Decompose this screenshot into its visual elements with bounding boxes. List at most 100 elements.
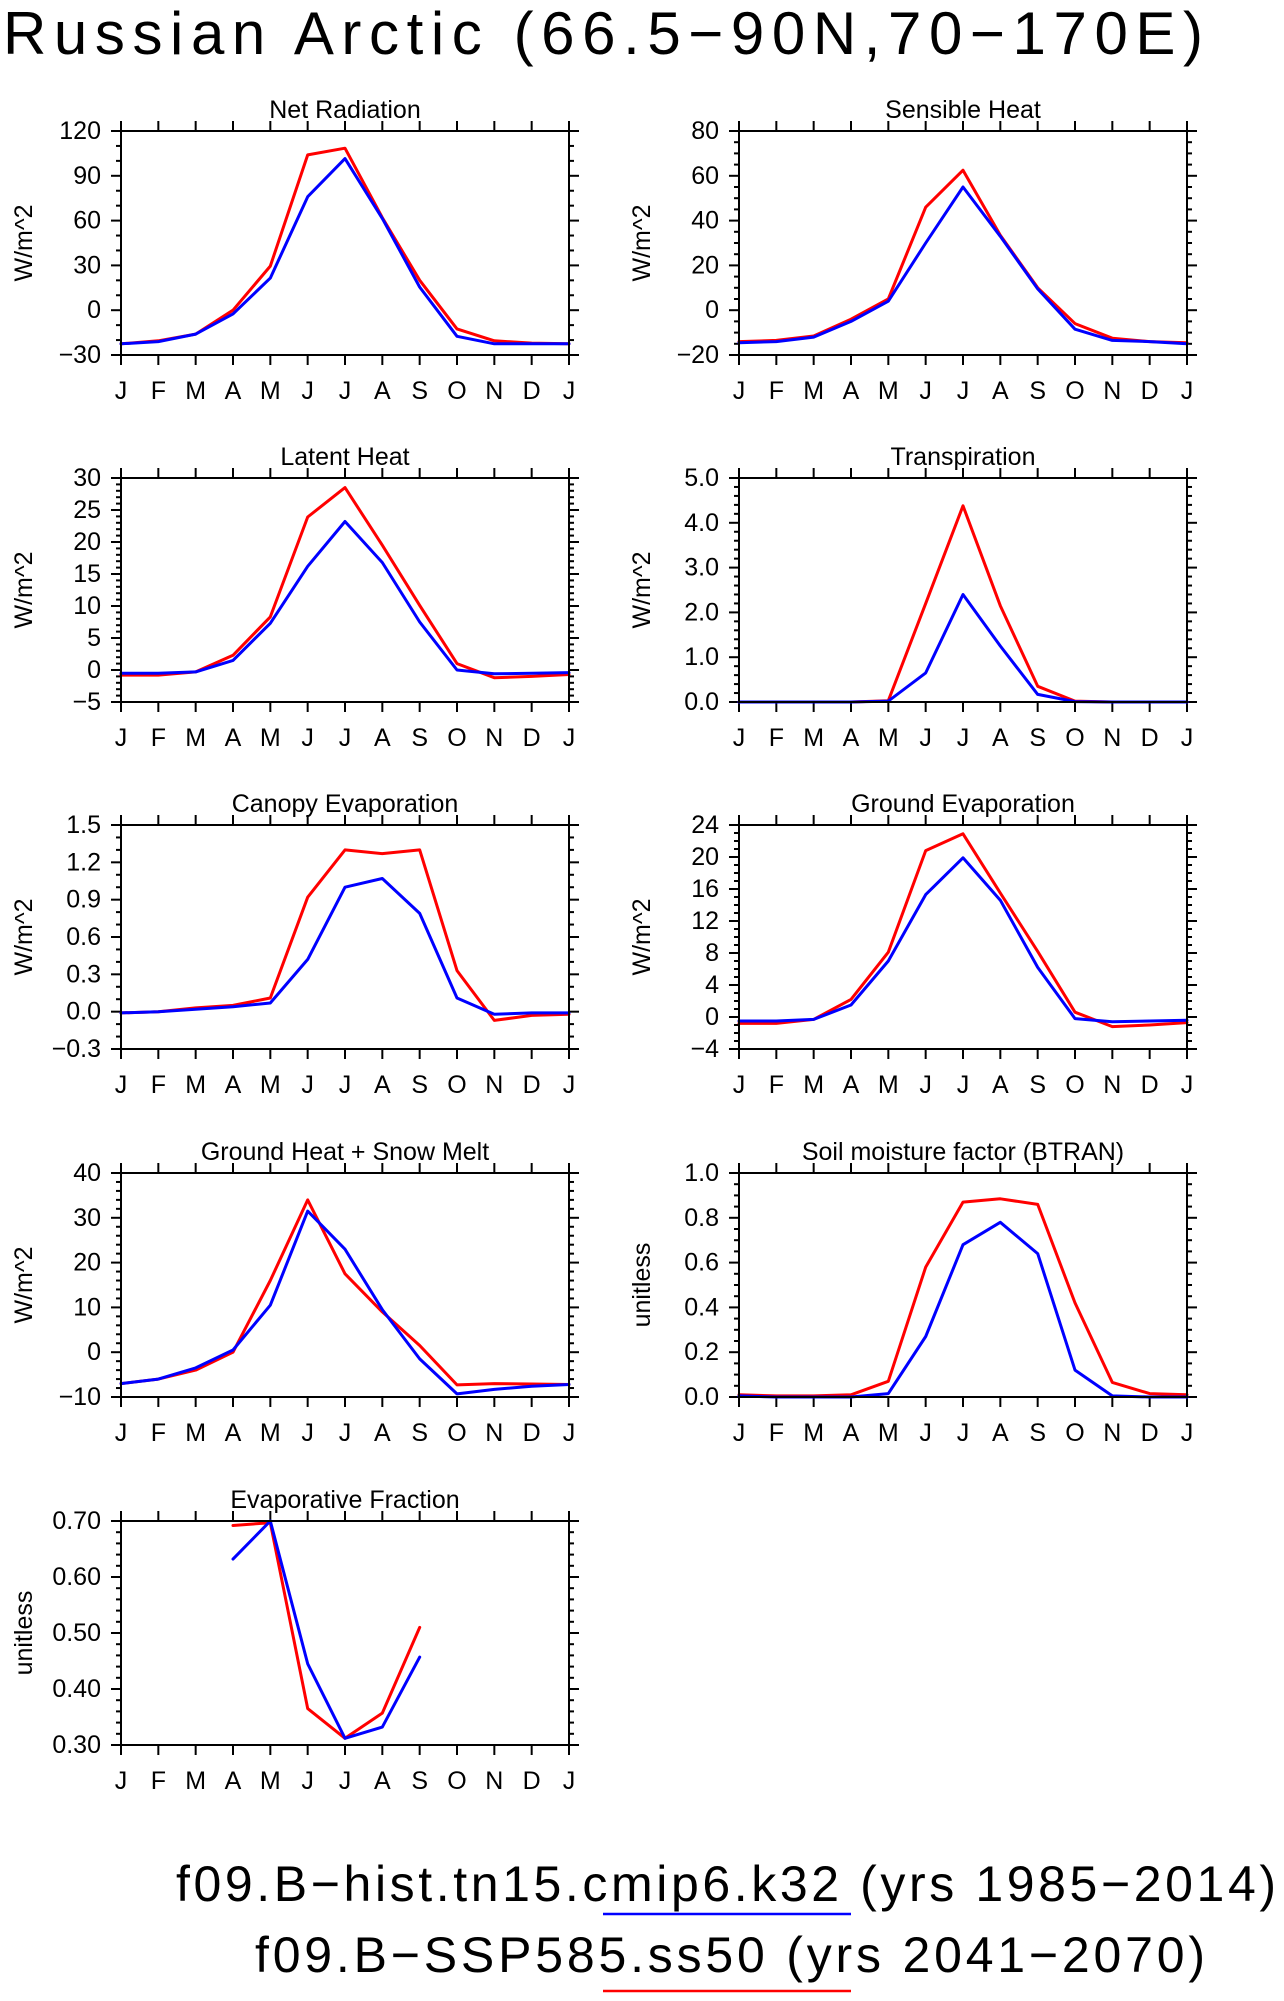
- y-tick-label: 10: [73, 592, 101, 620]
- x-tick-label: J: [733, 1419, 746, 1447]
- plot-frame: [120, 1520, 570, 1746]
- x-tick-label: J: [957, 1419, 970, 1447]
- y-axis-label: W/m^2: [628, 898, 656, 975]
- y-tick-label: 0.6: [684, 1249, 719, 1277]
- blue-series-line: [737, 1220, 1189, 1399]
- x-tick-label: M: [185, 377, 206, 405]
- x-tick-label: A: [992, 1071, 1009, 1099]
- x-tick-label: A: [992, 377, 1009, 405]
- x-tick-label: M: [185, 1419, 206, 1447]
- blue-series-line: [737, 185, 1189, 346]
- x-tick-label: J: [339, 377, 352, 405]
- x-tick-label: D: [523, 1419, 541, 1447]
- y-tick-label: 0.3: [66, 960, 101, 988]
- x-tick-label: J: [733, 724, 746, 752]
- x-tick-label: J: [919, 1071, 932, 1099]
- y-tick-label: 0: [87, 1338, 101, 1366]
- y-axis-label: W/m^2: [628, 204, 656, 281]
- x-tick-label: A: [225, 1419, 242, 1447]
- x-tick-label: N: [485, 724, 503, 752]
- y-tick-label: 0: [705, 296, 719, 324]
- y-tick-label: 0.8: [684, 1204, 719, 1232]
- plot-frame: [120, 130, 570, 356]
- x-tick-label: A: [374, 1071, 391, 1099]
- x-tick-label: A: [992, 1419, 1009, 1447]
- x-tick-label: M: [260, 724, 281, 752]
- x-tick-label: F: [769, 377, 784, 405]
- y-tick-label: 0.0: [684, 688, 719, 716]
- x-tick-label: A: [225, 377, 242, 405]
- x-tick-label: F: [151, 724, 166, 752]
- x-tick-label: O: [1065, 1419, 1084, 1447]
- x-tick-label: A: [374, 1767, 391, 1795]
- plot-frame: [738, 477, 1188, 703]
- y-tick-label: 0.40: [52, 1675, 101, 1703]
- y-tick-label: 40: [691, 207, 719, 235]
- x-tick-label: M: [185, 724, 206, 752]
- x-tick-label: S: [411, 1767, 428, 1795]
- y-tick-label: 1.0: [684, 643, 719, 671]
- x-tick-label: A: [843, 1419, 860, 1447]
- x-tick-label: A: [843, 724, 860, 752]
- red-series-line: [737, 832, 1189, 1029]
- panel-canopy-evaporation: J F M A M J J A S O N D J−0.30.00.30.60.91.21.5Canop…: [10, 790, 579, 1099]
- y-tick-label: 8: [705, 939, 719, 967]
- y-tick-label: 60: [73, 207, 101, 235]
- y-tick-label: 80: [691, 117, 719, 145]
- y-tick-label: −20: [677, 341, 719, 369]
- x-tick-label: O: [1065, 1071, 1084, 1099]
- x-tick-label: J: [563, 1767, 576, 1795]
- x-tick-label: J: [301, 1419, 314, 1447]
- y-tick-label: 90: [73, 162, 101, 190]
- y-tick-label: 0.0: [684, 1383, 719, 1411]
- y-axis-label: unitless: [628, 1243, 656, 1328]
- x-tick-label: M: [878, 377, 899, 405]
- y-tick-label: 20: [73, 528, 101, 556]
- panel-title: Soil moisture factor (BTRAN): [802, 1138, 1124, 1166]
- blue-series-line: [119, 877, 571, 1016]
- panel-title: Ground Evaporation: [851, 790, 1075, 818]
- x-tick-label: J: [339, 724, 352, 752]
- x-tick-label: J: [339, 1071, 352, 1099]
- x-tick-label: D: [1141, 377, 1159, 405]
- y-tick-label: 5: [87, 624, 101, 652]
- x-tick-label: F: [151, 1767, 166, 1795]
- plot-frame: [738, 130, 1188, 356]
- x-tick-label: M: [803, 377, 824, 405]
- x-tick-label: M: [185, 1071, 206, 1099]
- legend: f09.B−hist.tn15.cmip6.k32 (yrs 1985−2014…: [176, 1856, 1276, 1993]
- panel-title: Evaporative Fraction: [230, 1486, 459, 1514]
- x-tick-label: N: [485, 1071, 503, 1099]
- x-tick-label: J: [115, 1071, 128, 1099]
- x-tick-label: D: [1141, 1071, 1159, 1099]
- y-tick-label: 4: [705, 971, 719, 999]
- x-tick-label: M: [803, 1419, 824, 1447]
- x-tick-label: M: [878, 724, 899, 752]
- x-tick-label: J: [919, 377, 932, 405]
- x-tick-label: A: [374, 1419, 391, 1447]
- x-tick-label: A: [225, 1071, 242, 1099]
- x-tick-label: M: [878, 1071, 899, 1099]
- y-axis-label: unitless: [10, 1591, 38, 1676]
- x-tick-label: J: [957, 724, 970, 752]
- y-tick-label: 30: [73, 251, 101, 279]
- y-tick-label: 4.0: [684, 509, 719, 537]
- x-tick-label: D: [523, 377, 541, 405]
- x-tick-label: J: [115, 377, 128, 405]
- x-tick-label: J: [919, 724, 932, 752]
- y-tick-label: 120: [59, 117, 101, 145]
- x-tick-label: J: [339, 1419, 352, 1447]
- y-tick-label: 1.2: [66, 848, 101, 876]
- y-tick-label: 25: [73, 496, 101, 524]
- x-tick-label: F: [151, 1419, 166, 1447]
- y-axis-label: W/m^2: [628, 551, 656, 628]
- x-tick-label: J: [563, 377, 576, 405]
- x-tick-label: S: [411, 724, 428, 752]
- x-tick-label: O: [447, 1419, 466, 1447]
- y-tick-label: 15: [73, 560, 101, 588]
